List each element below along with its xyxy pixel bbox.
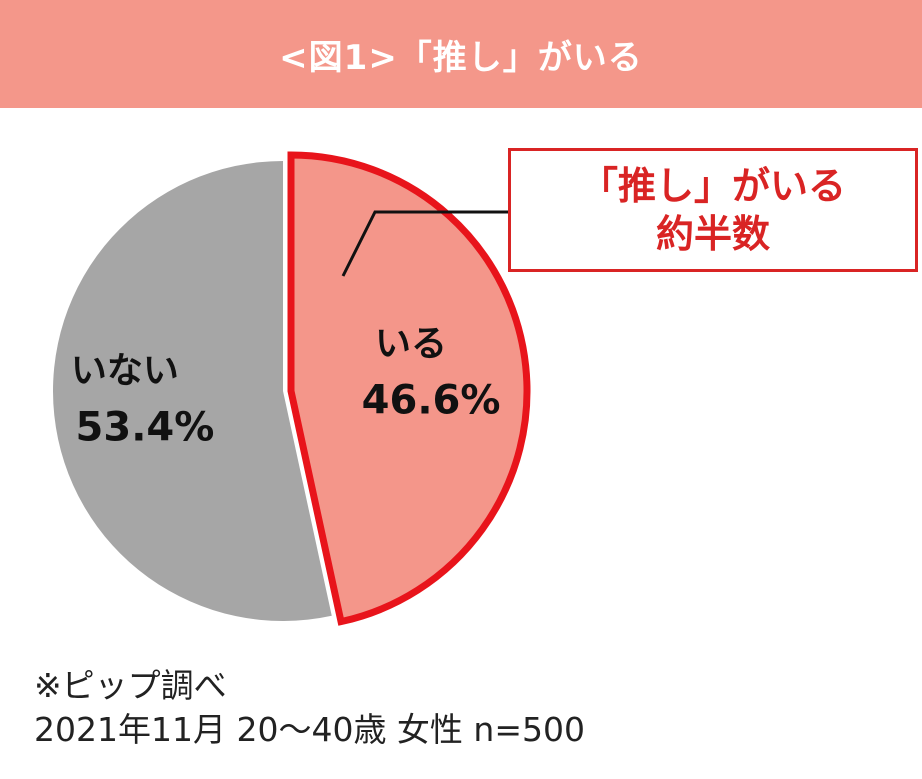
slice-value-yes: 46.6% [362,377,501,423]
footnote: ※ピップ調べ 2021年11月 20～40歳 女性 n=500 [34,664,585,752]
footnote-source: ※ピップ調べ [34,666,227,705]
slice-label-yes: いる [375,323,447,364]
pie-slice-no [52,161,332,621]
header-banner: <図1>「推し」がいる [0,0,922,108]
slice-label-no: いない [71,351,179,392]
callout-line-1: 「推し」がいる [579,164,846,208]
chart-title: <図1>「推し」がいる [279,37,643,78]
pie-chart: いる 46.6% いない 53.4% [52,151,531,626]
slice-value-no: 53.4% [76,405,215,451]
footnote-survey: 2021年11月 20～40歳 女性 n=500 [34,710,585,749]
callout-line-2: 約半数 [655,212,770,256]
callout-leader-line [341,210,508,277]
pie-slice-yes [287,151,531,626]
callout-box: 「推し」がいる 約半数 [508,148,918,272]
